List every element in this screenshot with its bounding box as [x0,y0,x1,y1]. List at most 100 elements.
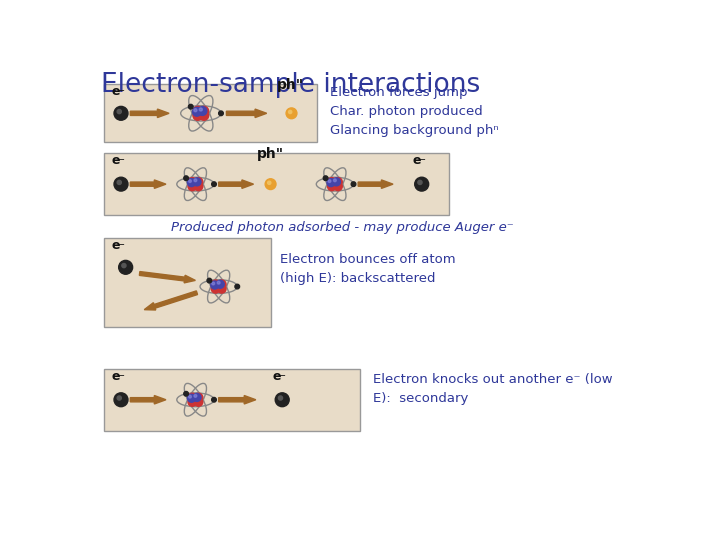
Circle shape [194,398,203,406]
Text: −: − [418,155,426,165]
FancyArrow shape [219,395,256,404]
Circle shape [211,280,220,288]
Circle shape [212,282,215,285]
Circle shape [279,396,282,400]
Text: e: e [413,154,421,167]
Circle shape [193,178,201,186]
Text: −: − [117,370,125,381]
Circle shape [265,179,276,190]
Text: −: − [117,240,125,249]
Circle shape [351,182,356,186]
Text: Electron-sample interactions: Electron-sample interactions [101,72,480,98]
Circle shape [328,182,336,191]
Circle shape [184,176,189,180]
Circle shape [188,178,197,186]
Circle shape [328,180,331,183]
Circle shape [211,281,219,289]
Circle shape [327,179,335,187]
Text: e: e [112,85,120,98]
Circle shape [212,182,216,186]
Circle shape [114,177,128,191]
Circle shape [114,393,128,407]
Circle shape [217,281,220,284]
Circle shape [215,282,223,291]
FancyArrow shape [130,180,166,188]
Circle shape [289,110,292,113]
Circle shape [188,398,197,406]
FancyArrow shape [219,180,253,188]
Circle shape [188,393,197,402]
FancyArrow shape [130,109,169,118]
Circle shape [275,393,289,407]
Circle shape [193,394,201,401]
Circle shape [207,278,212,283]
Circle shape [211,285,220,293]
Circle shape [199,108,202,111]
Bar [104,84,317,142]
Text: Electron forces jump
Char. photon produced
Glancing background phⁿ: Electron forces jump Char. photon produc… [330,85,499,137]
Bar [104,369,360,430]
Text: Electron knocks out another e⁻ (low
E):  secondary: Electron knocks out another e⁻ (low E): … [373,373,613,405]
Circle shape [334,182,342,191]
Circle shape [189,180,192,183]
Circle shape [235,284,240,289]
FancyArrow shape [130,395,166,404]
Circle shape [418,180,422,185]
Circle shape [117,396,122,400]
Circle shape [117,110,122,113]
Text: ph": ph" [276,78,304,92]
Circle shape [194,179,197,181]
Circle shape [328,178,336,186]
Circle shape [323,176,328,180]
Text: ph": ph" [257,147,284,161]
Circle shape [189,104,193,109]
Circle shape [333,179,336,181]
Circle shape [330,180,339,188]
Circle shape [187,179,196,187]
Circle shape [193,111,202,120]
FancyArrow shape [358,180,393,188]
Circle shape [333,178,341,186]
Circle shape [199,106,209,116]
Circle shape [199,111,209,120]
Text: −: − [117,86,125,96]
Text: e: e [273,370,282,383]
Text: Electron bounces off atom
(high E): backscattered: Electron bounces off atom (high E): back… [280,253,456,286]
Text: −: − [279,370,287,381]
Circle shape [196,109,205,118]
Circle shape [188,182,197,191]
Circle shape [187,394,196,402]
Circle shape [286,108,297,119]
Bar [104,153,449,215]
Circle shape [334,178,342,186]
Circle shape [216,280,224,288]
Text: e: e [112,154,120,167]
Text: e: e [112,239,120,252]
FancyArrow shape [144,291,197,310]
Text: Produced photon adsorbed - may produce Auger e⁻: Produced photon adsorbed - may produce A… [171,221,514,234]
Circle shape [194,393,203,402]
Circle shape [212,397,216,402]
Circle shape [193,106,202,116]
Circle shape [191,180,199,188]
Circle shape [184,392,189,396]
Circle shape [119,260,132,274]
Circle shape [189,395,192,398]
Circle shape [198,106,207,116]
Circle shape [191,395,199,404]
Circle shape [268,181,271,185]
FancyArrow shape [226,109,266,118]
Circle shape [114,106,128,120]
Circle shape [194,109,197,112]
Circle shape [194,395,197,397]
Bar [104,238,271,327]
Circle shape [194,178,203,186]
Text: e: e [112,370,120,383]
Circle shape [117,180,122,185]
Circle shape [122,264,126,268]
Circle shape [217,280,226,288]
Circle shape [192,107,202,116]
Circle shape [219,111,223,116]
Circle shape [415,177,428,191]
Circle shape [194,182,203,191]
